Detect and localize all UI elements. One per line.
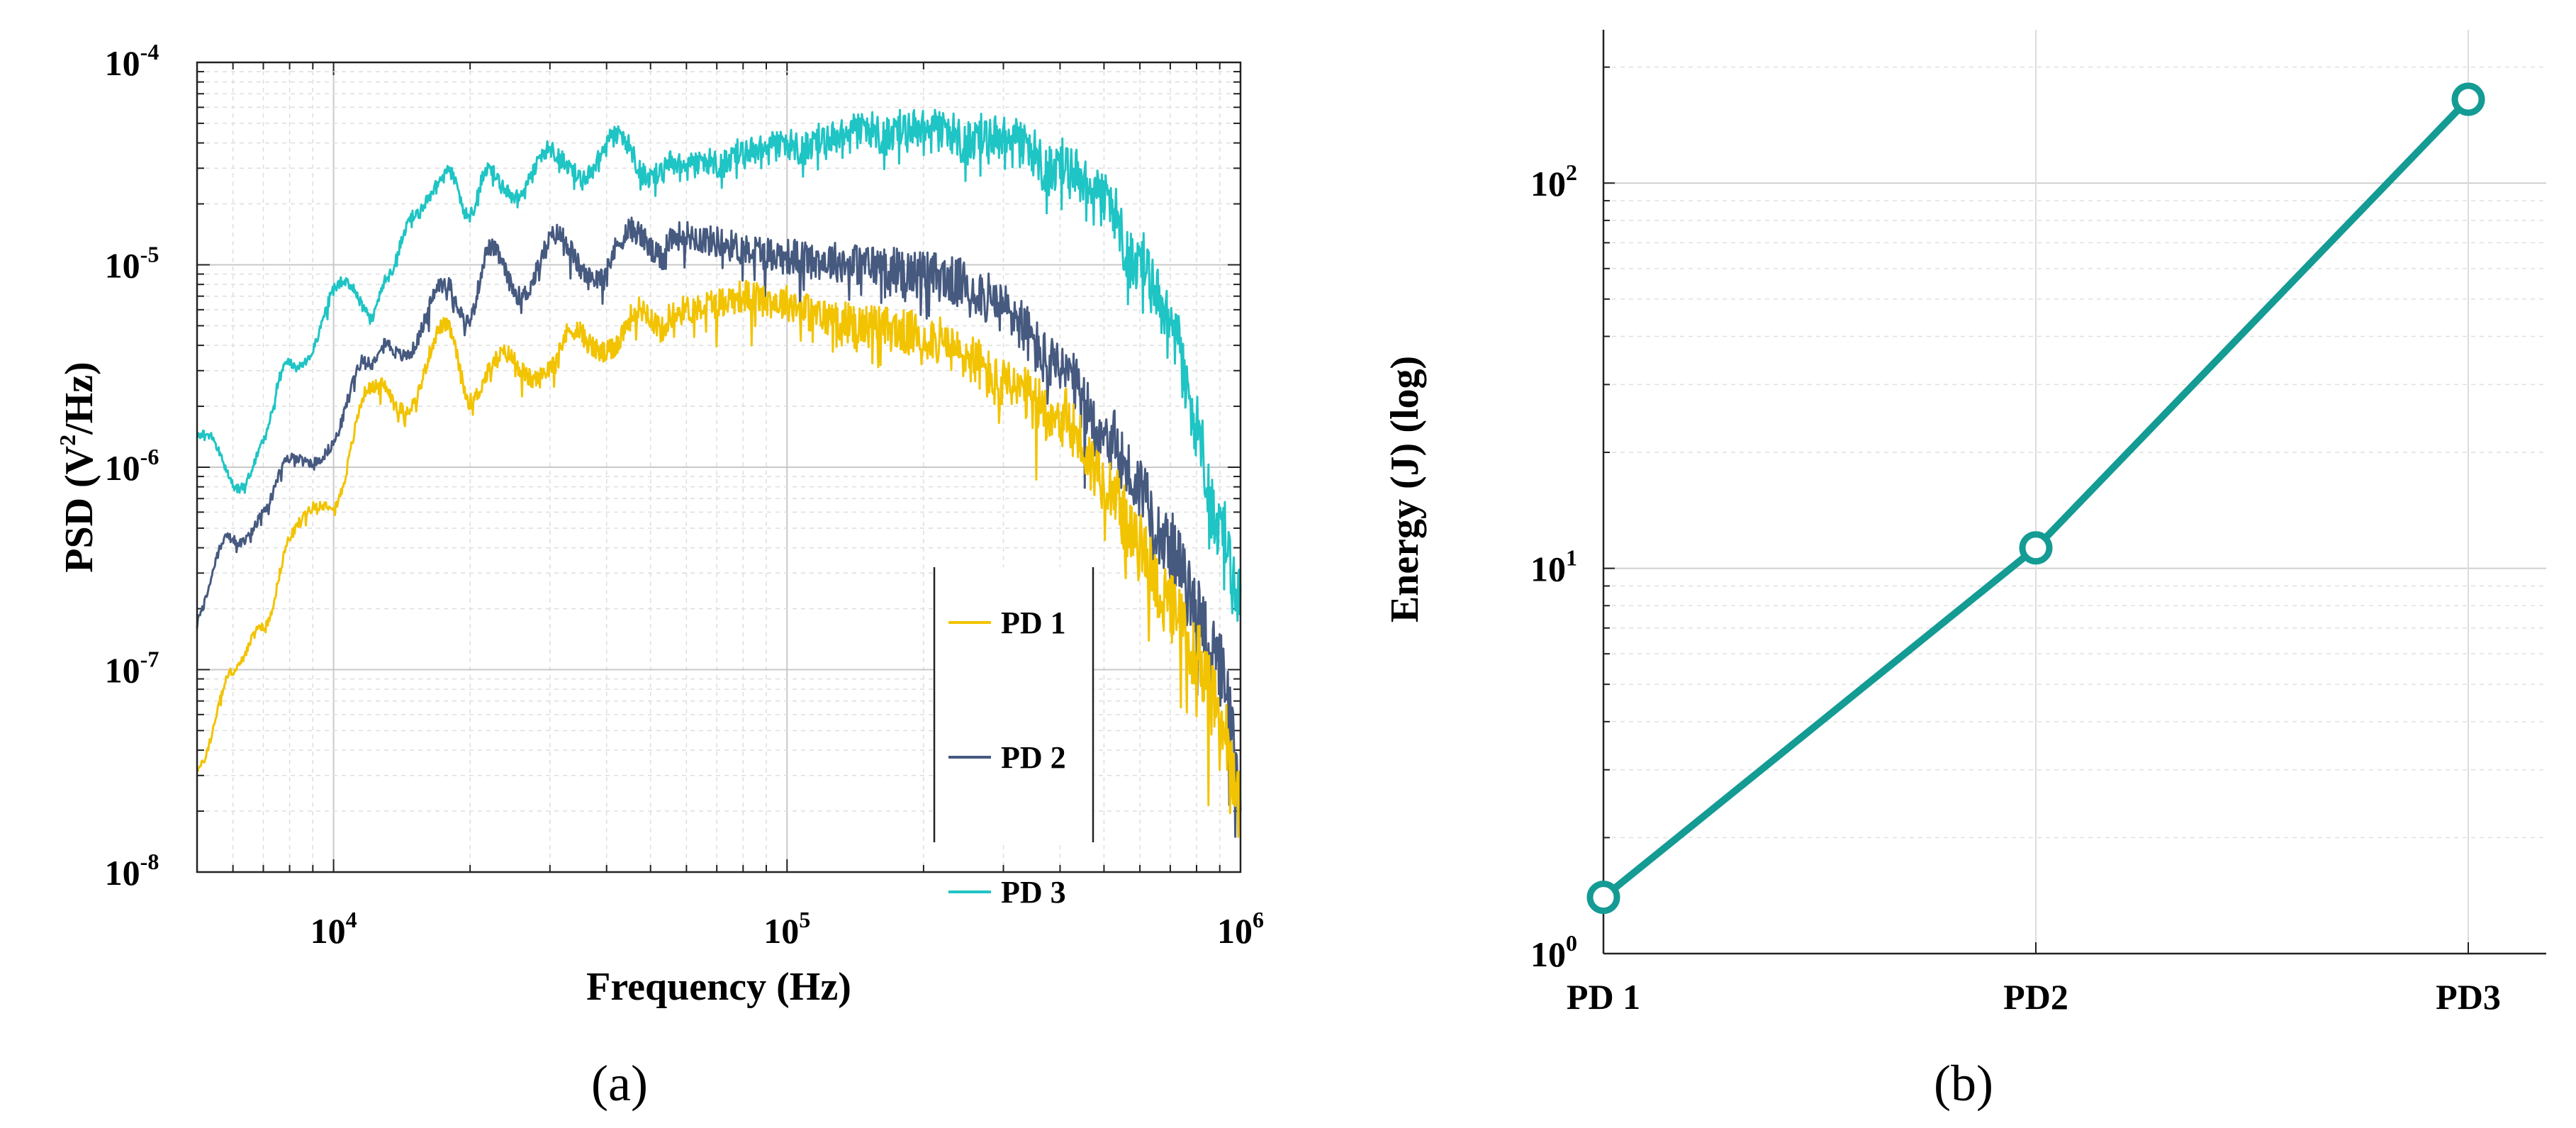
energy-y-tick-label: 102	[1530, 160, 1577, 203]
psd-chart: 10-8 10-7 10-6 10-5 10-4 104 105 106 Frequency…	[55, 39, 1264, 1112]
psd-y-tick-label: 10-8	[105, 849, 159, 893]
energy-grid	[1603, 30, 2546, 954]
energy-x-tick-label: PD2	[2003, 977, 2068, 1017]
psd-series-group	[196, 108, 1242, 838]
energy-series-group	[1586, 82, 2485, 915]
psd-y-tick-label: 10-7	[105, 647, 159, 691]
energy-point-pd-1	[1586, 881, 1620, 915]
psd-x-tick-label: 104	[310, 907, 357, 951]
psd-series-line-pd-3	[196, 108, 1242, 622]
psd-legend: PD 1 PD 2 PD 3	[933, 567, 1094, 910]
psd-x-tick-label: 105	[763, 907, 810, 951]
legend-label: PD 3	[1001, 875, 1066, 910]
legend-label: PD 1	[1001, 605, 1066, 640]
caption-a: (a)	[591, 1055, 648, 1112]
energy-chart: 100 101 102 PD 1 PD2 PD3 Energy (J) (log) (b…	[1383, 30, 2546, 1112]
energy-y-tick-label: 100	[1530, 930, 1577, 974]
psd-y-tick-labels: 10-8 10-7 10-6 10-5 10-4	[105, 39, 159, 893]
psd-y-tick-label: 10-4	[105, 39, 159, 83]
energy-y-tick-label: 101	[1530, 545, 1577, 589]
caption-b: (b)	[1934, 1055, 1993, 1112]
psd-plot-frame	[196, 61, 1242, 873]
energy-x-tick-label: PD3	[2436, 977, 2501, 1017]
psd-y-tick-label: 10-5	[105, 242, 159, 286]
psd-series-line-pd-2	[196, 216, 1242, 838]
psd-y-tick-label: 10-6	[105, 444, 159, 488]
energy-x-tick-label: PD 1	[1567, 977, 1640, 1017]
psd-series-line-pd-1	[196, 279, 1241, 838]
energy-y-tick-labels: 100 101 102	[1530, 160, 1577, 974]
legend-label: PD 2	[1001, 740, 1066, 775]
psd-y-axis-label: PSD (V2/Hz)	[55, 362, 101, 573]
psd-x-tick-label: 106	[1217, 907, 1264, 951]
energy-x-tick-labels: PD 1 PD2 PD3	[1567, 977, 2501, 1017]
psd-x-axis-label: Frequency (Hz)	[586, 965, 851, 1009]
energy-point-pd2	[2019, 531, 2053, 565]
psd-x-tick-labels: 104 105 106	[310, 907, 1264, 951]
energy-point-pd3	[2451, 82, 2485, 116]
energy-y-axis-label: Energy (J) (log)	[1383, 356, 1427, 622]
